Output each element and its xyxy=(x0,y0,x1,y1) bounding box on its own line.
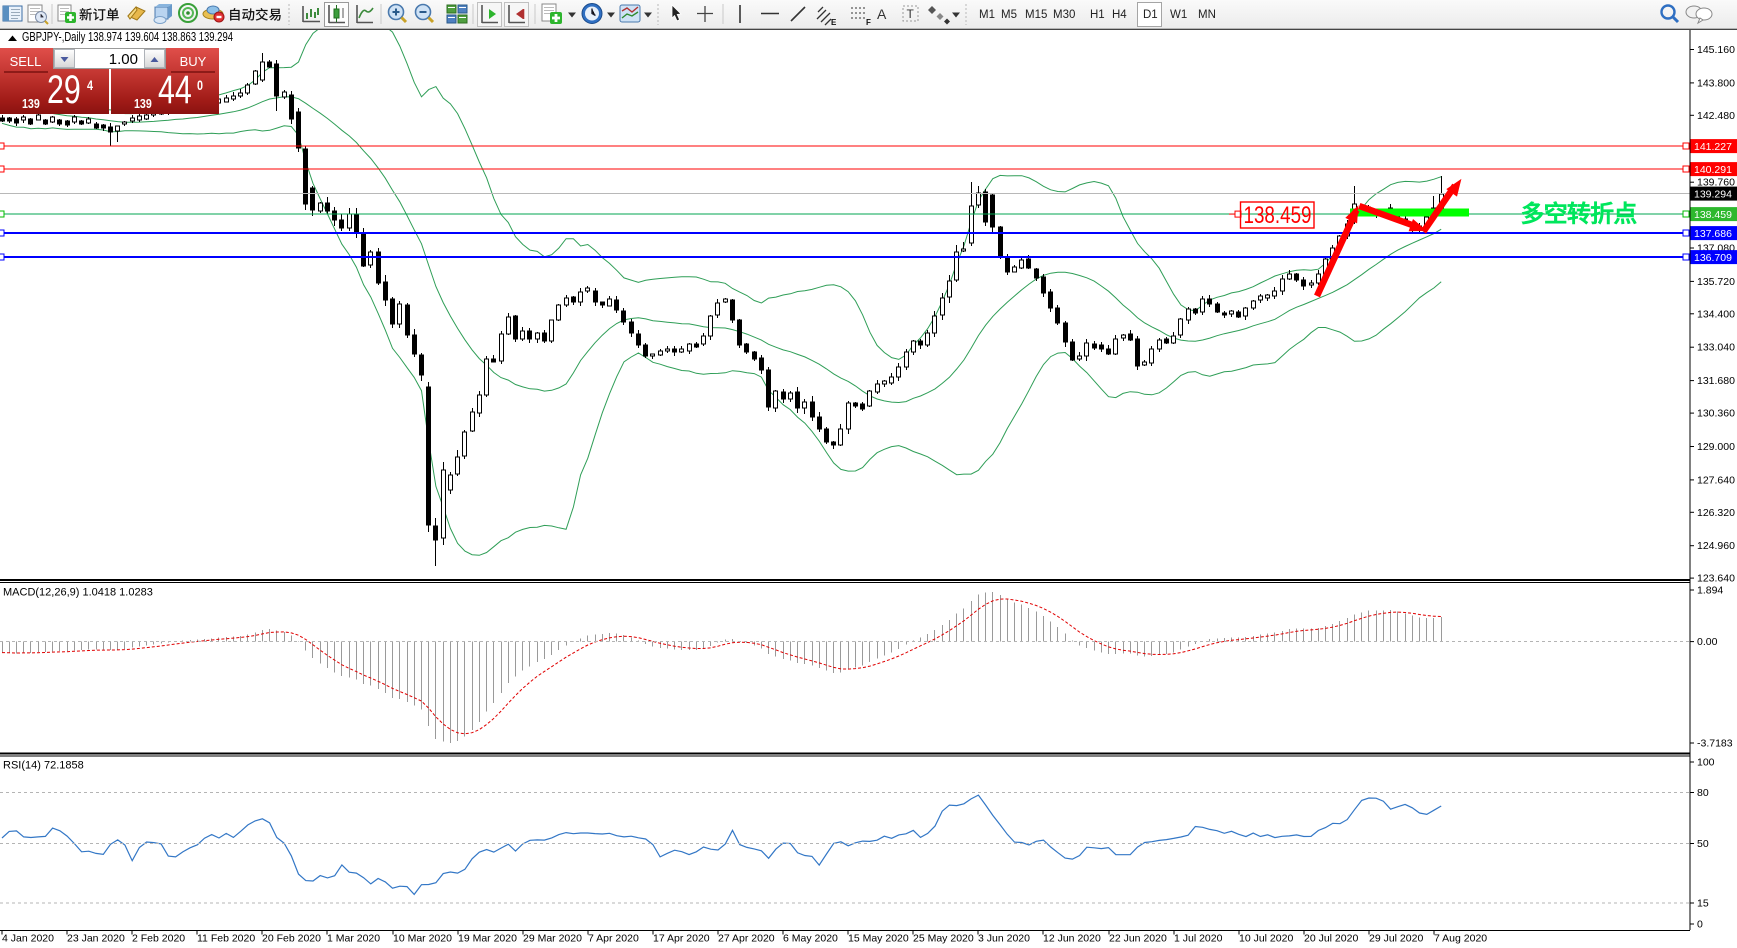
svg-text:M5: M5 xyxy=(1001,9,1017,21)
svg-text:136.709: 136.709 xyxy=(1694,252,1732,264)
svg-text:138.459: 138.459 xyxy=(1244,202,1312,229)
svg-text:M30: M30 xyxy=(1053,9,1075,21)
svg-text:M1: M1 xyxy=(979,9,995,21)
svg-text:19 Mar 2020: 19 Mar 2020 xyxy=(458,933,517,945)
svg-text:131.680: 131.680 xyxy=(1697,375,1735,387)
svg-text:GBPJPY-,Daily 138.974 139.604: GBPJPY-,Daily 138.974 139.604 138.863 13… xyxy=(22,30,233,44)
svg-text:100: 100 xyxy=(1697,757,1715,769)
svg-text:3 Jun 2020: 3 Jun 2020 xyxy=(978,933,1030,945)
svg-text:142.480: 142.480 xyxy=(1697,110,1735,122)
svg-text:135.720: 135.720 xyxy=(1697,276,1735,288)
svg-text:80: 80 xyxy=(1697,787,1709,799)
svg-text:0.00: 0.00 xyxy=(1697,636,1718,648)
svg-text:15: 15 xyxy=(1697,898,1709,910)
svg-text:10 Mar 2020: 10 Mar 2020 xyxy=(393,933,452,945)
svg-text:138.459: 138.459 xyxy=(1694,209,1732,221)
svg-text:129.000: 129.000 xyxy=(1697,441,1735,453)
svg-text:10 Jul 2020: 10 Jul 2020 xyxy=(1239,933,1293,945)
svg-text:6 May 2020: 6 May 2020 xyxy=(783,933,838,945)
svg-text:27 Apr 2020: 27 Apr 2020 xyxy=(718,933,775,945)
svg-text:E: E xyxy=(831,18,837,27)
svg-text:2 Feb 2020: 2 Feb 2020 xyxy=(132,933,185,945)
svg-text:7 Apr 2020: 7 Apr 2020 xyxy=(588,933,639,945)
svg-text:50: 50 xyxy=(1697,838,1709,850)
svg-text:133.040: 133.040 xyxy=(1697,342,1735,354)
svg-text:T: T xyxy=(907,7,915,21)
svg-text:12 Jun 2020: 12 Jun 2020 xyxy=(1043,933,1101,945)
svg-text:127.640: 127.640 xyxy=(1697,474,1735,486)
svg-text:1 Jul 2020: 1 Jul 2020 xyxy=(1174,933,1223,945)
svg-text:MN: MN xyxy=(1198,9,1216,21)
svg-text:143.800: 143.800 xyxy=(1697,77,1735,89)
svg-text:22 Jun 2020: 22 Jun 2020 xyxy=(1109,933,1167,945)
svg-text:126.320: 126.320 xyxy=(1697,507,1735,519)
svg-text:0: 0 xyxy=(1697,919,1703,931)
svg-text:145.160: 145.160 xyxy=(1697,44,1735,56)
svg-text:MACD(12,26,9) 1.0418 1.0283: MACD(12,26,9) 1.0418 1.0283 xyxy=(3,587,153,599)
svg-text:1 Mar 2020: 1 Mar 2020 xyxy=(327,933,380,945)
svg-text:RSI(14) 72.1858: RSI(14) 72.1858 xyxy=(3,760,84,772)
svg-text:124.960: 124.960 xyxy=(1697,540,1735,552)
svg-text:20 Jul 2020: 20 Jul 2020 xyxy=(1304,933,1358,945)
svg-text:20 Feb 2020: 20 Feb 2020 xyxy=(262,933,321,945)
svg-text:D1: D1 xyxy=(1143,9,1158,21)
svg-text:H1: H1 xyxy=(1090,9,1105,21)
svg-text:140.291: 140.291 xyxy=(1694,164,1732,176)
svg-text:W1: W1 xyxy=(1170,9,1187,21)
svg-text:29 Mar 2020: 29 Mar 2020 xyxy=(523,933,582,945)
svg-text:M15: M15 xyxy=(1025,9,1047,21)
svg-text:130.360: 130.360 xyxy=(1697,408,1735,420)
svg-text:25 May 2020: 25 May 2020 xyxy=(913,933,974,945)
svg-text:139.760: 139.760 xyxy=(1697,177,1735,189)
svg-text:H4: H4 xyxy=(1112,9,1127,21)
svg-text:23 Jan 2020: 23 Jan 2020 xyxy=(67,933,125,945)
svg-text:139.294: 139.294 xyxy=(1694,188,1732,200)
svg-text:15 May 2020: 15 May 2020 xyxy=(848,933,909,945)
svg-text:F: F xyxy=(866,18,871,27)
svg-text:4 Jan 2020: 4 Jan 2020 xyxy=(2,933,54,945)
svg-text:7 Aug 2020: 7 Aug 2020 xyxy=(1434,933,1487,945)
svg-text:134.400: 134.400 xyxy=(1697,308,1735,320)
svg-text:-3.7183: -3.7183 xyxy=(1697,738,1733,750)
svg-text:1.894: 1.894 xyxy=(1697,585,1723,597)
svg-text:123.640: 123.640 xyxy=(1697,573,1735,585)
svg-text:137.686: 137.686 xyxy=(1694,228,1732,240)
svg-text:11 Feb 2020: 11 Feb 2020 xyxy=(197,933,255,945)
svg-text:17 Apr 2020: 17 Apr 2020 xyxy=(653,933,710,945)
svg-text:29 Jul 2020: 29 Jul 2020 xyxy=(1369,933,1423,945)
svg-text:A: A xyxy=(877,6,887,22)
svg-text:141.227: 141.227 xyxy=(1694,141,1732,153)
